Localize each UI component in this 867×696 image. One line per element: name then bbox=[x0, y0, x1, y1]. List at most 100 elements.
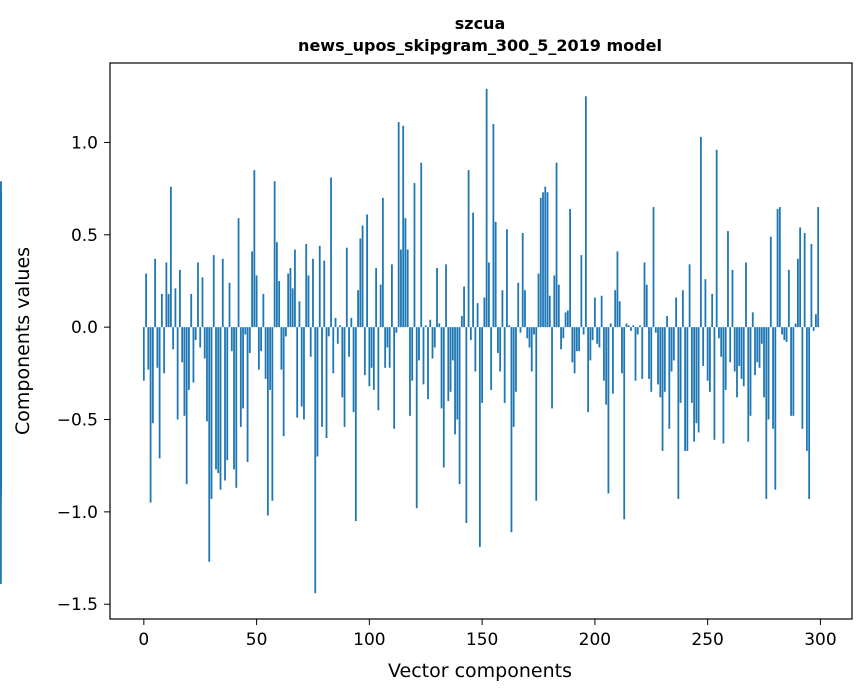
bar-102 bbox=[372, 327, 375, 390]
bar-72 bbox=[305, 244, 308, 328]
y-axis: −1.5 −1.0 −0.5 0.0 0.5 1.0 bbox=[57, 133, 110, 615]
bar-205 bbox=[605, 327, 608, 405]
bar-245 bbox=[695, 327, 698, 424]
bar-41 bbox=[235, 327, 238, 488]
bar-200 bbox=[593, 297, 596, 328]
bar-32 bbox=[215, 327, 217, 470]
bar-232 bbox=[666, 316, 668, 328]
bar-101 bbox=[370, 327, 373, 368]
bar-210 bbox=[616, 251, 619, 328]
bar-43 bbox=[239, 327, 242, 427]
bar-278 bbox=[769, 236, 772, 328]
bar-66 bbox=[291, 288, 294, 328]
bar-214 bbox=[625, 323, 628, 328]
bar-184 bbox=[557, 284, 560, 328]
bar-174 bbox=[535, 327, 538, 501]
bar-179 bbox=[546, 192, 549, 328]
bar-104 bbox=[377, 327, 380, 411]
bar-137 bbox=[451, 327, 454, 361]
bar-265 bbox=[740, 327, 743, 379]
bar-213 bbox=[623, 327, 626, 520]
bar-217 bbox=[632, 325, 635, 328]
bar-77 bbox=[316, 327, 319, 457]
bar-287 bbox=[790, 327, 792, 416]
bar-167 bbox=[519, 327, 522, 333]
bar-194 bbox=[580, 255, 583, 328]
bar-277 bbox=[767, 327, 770, 420]
bar-128 bbox=[431, 327, 434, 359]
bar-71 bbox=[303, 327, 305, 420]
bar-54 bbox=[264, 327, 267, 379]
bar-76 bbox=[314, 327, 317, 594]
bar-51 bbox=[257, 327, 260, 370]
bar-298 bbox=[815, 314, 817, 328]
bar-118 bbox=[409, 327, 411, 416]
bar-264 bbox=[738, 327, 741, 366]
x-tick-label: 0 bbox=[138, 630, 149, 650]
bar-244 bbox=[693, 327, 696, 442]
y-tick-label: −0.5 bbox=[57, 411, 98, 431]
bar-289 bbox=[794, 323, 797, 328]
bar-22 bbox=[192, 327, 195, 383]
bar-37 bbox=[226, 327, 229, 461]
bar-251 bbox=[709, 327, 711, 392]
bar-267 bbox=[745, 262, 747, 328]
bar-243 bbox=[690, 327, 693, 403]
bar-52 bbox=[260, 327, 262, 352]
bar-236 bbox=[675, 297, 677, 328]
bar-50 bbox=[255, 275, 258, 328]
bar-216 bbox=[630, 327, 632, 331]
bar-257 bbox=[722, 327, 725, 444]
x-axis: 0 50 100 150 200 250 300 bbox=[138, 619, 837, 650]
bar-282 bbox=[778, 207, 781, 328]
bar-190 bbox=[571, 327, 574, 363]
bar-288 bbox=[792, 327, 795, 416]
bar-252 bbox=[711, 293, 714, 328]
bar-106 bbox=[381, 197, 384, 328]
bar-85 bbox=[334, 317, 337, 328]
bar-281 bbox=[776, 208, 779, 328]
bar-94 bbox=[354, 327, 357, 522]
bar-107 bbox=[384, 327, 387, 368]
bar-240 bbox=[684, 327, 686, 451]
x-tick-label: 300 bbox=[804, 630, 836, 650]
bar-227 bbox=[654, 327, 657, 333]
bar-189 bbox=[569, 208, 571, 328]
bar-58 bbox=[273, 181, 276, 328]
bar-269 bbox=[749, 327, 752, 416]
bar-127 bbox=[429, 319, 432, 328]
bar-110 bbox=[391, 264, 393, 328]
bar-145 bbox=[469, 327, 472, 341]
bar-92 bbox=[350, 317, 353, 328]
bar-219 bbox=[636, 327, 639, 335]
bar-6 bbox=[156, 327, 159, 368]
bar-268 bbox=[747, 327, 750, 442]
bar-188 bbox=[566, 310, 569, 328]
bar-180 bbox=[548, 295, 551, 328]
x-tick-label: 250 bbox=[691, 630, 723, 650]
bar-129 bbox=[433, 327, 436, 348]
bar-150 bbox=[481, 327, 484, 403]
bar-156 bbox=[494, 221, 497, 328]
bar-80 bbox=[323, 260, 326, 328]
bar-122 bbox=[418, 327, 420, 361]
bar-114 bbox=[400, 249, 402, 328]
bar-113 bbox=[397, 122, 400, 328]
bar-53 bbox=[262, 293, 265, 328]
bar-74 bbox=[309, 327, 312, 357]
bar-297 bbox=[812, 327, 815, 331]
bar-82 bbox=[327, 327, 330, 337]
bar-177 bbox=[542, 192, 544, 328]
bar-115 bbox=[402, 125, 405, 328]
bar-91 bbox=[348, 327, 350, 357]
bar-274 bbox=[760, 327, 763, 344]
bar-239 bbox=[681, 290, 684, 328]
bar-79 bbox=[321, 327, 323, 427]
bar-176 bbox=[539, 197, 542, 328]
bar-276 bbox=[765, 327, 768, 499]
bar-250 bbox=[706, 327, 709, 381]
bar-11 bbox=[167, 293, 170, 328]
bar-7 bbox=[158, 327, 161, 459]
bar-95 bbox=[357, 290, 359, 328]
bar-153 bbox=[487, 262, 490, 328]
